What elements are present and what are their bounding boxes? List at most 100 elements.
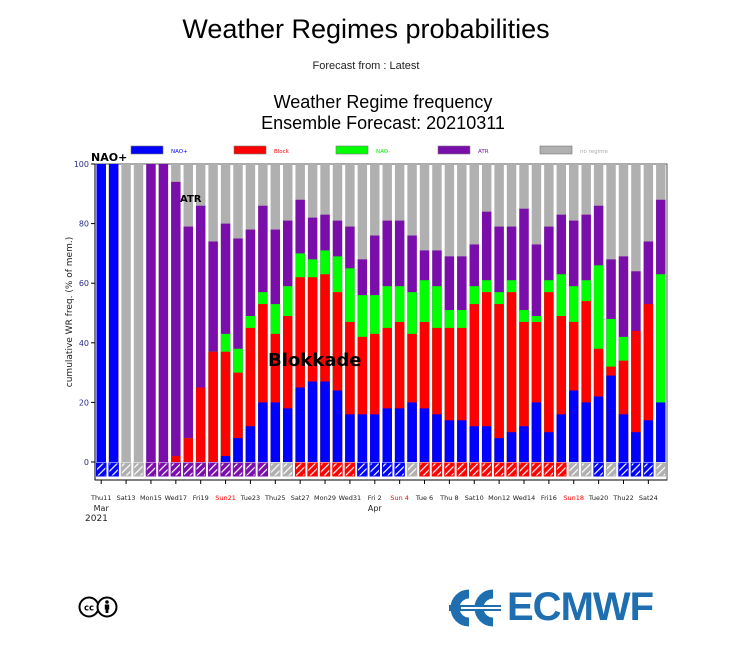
bar-2021-04-08 <box>444 164 455 462</box>
bar-2021-03-28 <box>307 164 318 462</box>
y-tick-label: 20 <box>79 398 89 407</box>
bar-segment-nao- <box>432 414 442 462</box>
legend-swatch-block <box>233 145 267 155</box>
bar-segment-atr <box>146 164 156 462</box>
dominant-regime-marker <box>195 462 206 477</box>
bar-segment-block <box>631 330 641 462</box>
bar-segment-block <box>432 327 442 462</box>
bar-2021-04-09 <box>457 164 467 462</box>
bar-segment-nao- <box>332 390 343 462</box>
ecmwf-logo: ECMWF <box>447 585 654 630</box>
x-tick-label: Sun 4 <box>390 494 409 502</box>
chart-subtitle: Ensemble Forecast: 20210311 <box>261 113 505 133</box>
bar-2021-04-10 <box>469 164 479 462</box>
dominant-regime-hatch <box>307 462 318 477</box>
bar-segment-nao- <box>220 456 231 462</box>
bar-2021-03-16 <box>158 164 169 462</box>
bar-segment-block <box>419 321 430 462</box>
bar-2021-04-11 <box>481 164 492 462</box>
bar-segment-nao- <box>544 432 554 462</box>
bar-2021-03-25 <box>270 164 281 462</box>
x-tick-label: Mon15 <box>140 494 162 502</box>
bar-segment-block <box>382 327 392 462</box>
dominant-regime-hatch <box>593 462 604 477</box>
x-tick-label: Mon12 <box>488 494 510 502</box>
x-year-label: 2021 <box>85 514 108 524</box>
dominant-regime-marker <box>369 462 380 477</box>
dominant-regime-hatch <box>518 462 530 477</box>
x-tick-label: Sat27 <box>291 494 310 502</box>
bar-segment-block <box>332 292 343 462</box>
dominant-regime-marker <box>394 462 405 477</box>
dominant-regime-hatch <box>531 462 542 477</box>
x-month-label: Apr <box>368 504 383 513</box>
dominant-regime-marker <box>332 462 343 477</box>
dominant-regime-hatch <box>195 462 206 477</box>
dominant-regime-hatch <box>630 462 642 477</box>
dominant-regime-marker <box>556 462 567 477</box>
x-tick-label: Wed17 <box>165 494 187 502</box>
annotation-nao-: NAO+ <box>91 151 127 164</box>
bar-2021-03-23 <box>245 164 256 462</box>
x-tick-label: Sun18 <box>563 494 584 502</box>
dominant-regime-hatch <box>319 462 331 477</box>
x-tick-label: Thu25 <box>264 494 285 502</box>
dominant-regime-marker <box>431 462 443 477</box>
chart-title: Weather Regime frequency <box>273 92 493 112</box>
cc-by-license-icon: cc <box>78 596 118 622</box>
dominant-regime-marker <box>518 462 530 477</box>
dominant-regime-marker <box>481 462 492 477</box>
bar-segment-block <box>220 351 231 462</box>
bar-2021-04-17 <box>556 164 567 462</box>
dominant-regime-hatch <box>493 462 505 477</box>
bar-segment-nao- <box>469 426 479 462</box>
dominant-regime-hatch <box>344 462 356 477</box>
dominant-regime-marker <box>307 462 318 477</box>
bar-2021-04-14 <box>519 164 529 462</box>
bar-segment-block <box>195 387 206 462</box>
dominant-regime-hatch <box>506 462 517 477</box>
y-tick-label: 60 <box>79 279 89 288</box>
legend-label: Block <box>274 149 290 155</box>
bar-2021-03-19 <box>195 164 206 462</box>
dominant-regime-hatch <box>158 462 169 477</box>
bar-2021-03-14 <box>133 164 144 462</box>
dominant-regime-marker <box>245 462 256 477</box>
bar-2021-03-31 <box>345 164 355 462</box>
plot-frame <box>94 163 668 481</box>
dominant-regime-hatch <box>543 462 555 477</box>
dominant-regime-hatch <box>294 462 306 477</box>
bar-segment-nao- <box>233 438 243 462</box>
y-tick-label: 80 <box>79 220 89 229</box>
legend-swatch-atr <box>437 145 471 155</box>
x-tick-label: Fri19 <box>193 494 209 502</box>
bar-2021-03-27 <box>295 164 305 462</box>
dominant-regime-marker <box>580 462 592 477</box>
bar-segment-nao- <box>556 414 567 462</box>
bar-segment-atr <box>158 164 169 462</box>
plot-area <box>94 163 668 481</box>
dominant-regime-hatch <box>618 462 629 477</box>
bar-segment-block <box>295 277 305 462</box>
dominant-regime-hatch <box>332 462 343 477</box>
dominant-regime-hatch <box>394 462 405 477</box>
dominant-regime-marker <box>469 462 480 477</box>
dominant-regime-marker <box>543 462 555 477</box>
bar-segment-nao- <box>643 420 654 462</box>
bar-2021-04-05 <box>407 164 417 462</box>
dominant-regime-marker <box>133 462 144 477</box>
y-tick-label: 100 <box>74 160 89 169</box>
dominant-regime-marker <box>96 462 107 477</box>
dominant-regime-hatch <box>170 462 182 477</box>
bar-segment-block <box>544 292 554 462</box>
dominant-regime-marker <box>531 462 542 477</box>
bar-segment-nao- <box>481 426 492 462</box>
dominant-regime-hatch <box>568 462 579 477</box>
x-tick-label: Sat24 <box>639 494 658 502</box>
dominant-regime-marker <box>220 462 231 477</box>
bar-segment-block <box>258 304 268 462</box>
chart-title-block: Weather Regime frequency Ensemble Foreca… <box>183 92 583 134</box>
dominant-regime-hatch <box>282 462 293 477</box>
bar-segment-nao- <box>656 274 666 462</box>
